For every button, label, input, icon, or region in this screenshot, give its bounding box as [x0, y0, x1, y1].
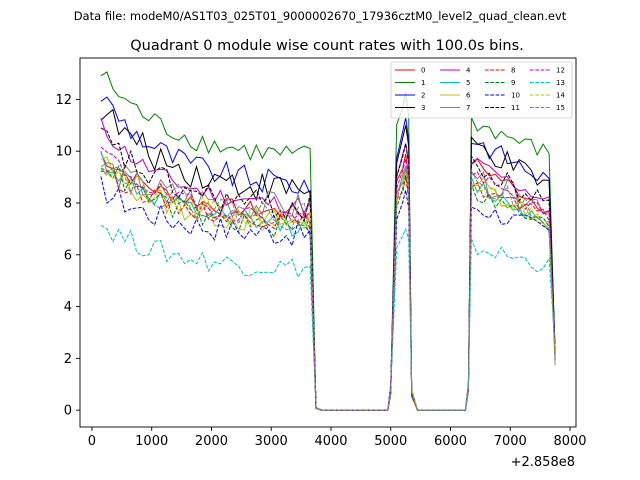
legend-entry-9: 9: [485, 79, 515, 87]
legend-label: 0: [421, 67, 425, 75]
legend-entry-5: 5: [440, 79, 470, 87]
legend-label: 8: [511, 67, 515, 75]
y-tick-label: 8: [64, 197, 72, 212]
plot-area: 0 1000 2000 3000 4000 5000 6000 7000 80000246810…: [55, 57, 587, 449]
legend-entry-2: 2: [395, 92, 425, 100]
series-line-8: [100, 166, 556, 411]
legend-label: 15: [556, 104, 565, 112]
x-tick-label: 1000: [135, 434, 168, 449]
series-line-2: [100, 96, 556, 411]
y-tick-label: 4: [64, 300, 72, 315]
legend-entry-7: 7: [440, 104, 470, 112]
y-tick-label: 0: [64, 404, 72, 419]
series-line-3: [100, 108, 556, 411]
legend-entry-6: 6: [440, 92, 471, 100]
y-tick-label: 2: [64, 352, 72, 367]
series-line-1: [100, 71, 556, 411]
x-tick-label: 8000: [553, 434, 586, 449]
axes-frame: [79, 57, 577, 428]
series-line-15: [100, 165, 556, 411]
series-line-11: [100, 127, 556, 411]
legend-label: 9: [511, 79, 515, 87]
legend-label: 1: [421, 79, 425, 87]
x-tick-label: 7000: [494, 434, 527, 449]
legend-box: [390, 61, 573, 119]
series-lines: [100, 71, 556, 411]
series-line-14: [100, 167, 556, 411]
y-tick-label: 10: [55, 145, 72, 160]
legend-entry-8: 8: [485, 67, 515, 75]
legend-label: 7: [466, 104, 470, 112]
x-tick-label: 2000: [195, 434, 228, 449]
series-line-12: [100, 146, 556, 411]
series-line-10: [100, 176, 556, 411]
legend-label: 10: [511, 92, 520, 100]
legend-label: 3: [421, 104, 425, 112]
x-tick-label: 3000: [255, 434, 288, 449]
chart-suptitle: Data file: modeM0/AS1T03_025T01_90000026…: [74, 9, 567, 23]
legend-entry-10: 10: [485, 92, 520, 100]
legend-label: 5: [466, 79, 470, 87]
legend-entry-14: 14: [530, 92, 565, 100]
x-tick-label: 4000: [314, 434, 347, 449]
legend-label: 14: [556, 92, 565, 100]
legend-label: 12: [556, 67, 565, 75]
x-tick-label: 6000: [434, 434, 467, 449]
x-tick-label: 0: [88, 434, 96, 449]
legend-entry-3: 3: [395, 104, 425, 112]
legend-entry-0: 0: [395, 67, 425, 75]
x-axis-offset-text: +2.858e8: [511, 455, 575, 470]
legend-entry-4: 4: [440, 67, 471, 75]
legend-entry-11: 11: [485, 104, 520, 112]
legend-label: 2: [421, 92, 425, 100]
y-tick-label: 12: [55, 93, 72, 108]
series-line-7: [100, 162, 556, 411]
y-tick-label: 6: [64, 248, 72, 263]
legend-entry-12: 12: [530, 67, 565, 75]
legend-entry-15: 15: [530, 104, 565, 112]
legend-label: 6: [466, 92, 471, 100]
legend-label: 13: [556, 79, 565, 87]
series-line-4: [100, 117, 556, 411]
x-tick-label: 5000: [374, 434, 407, 449]
legend-entry-13: 13: [530, 79, 565, 87]
legend-entry-1: 1: [395, 79, 425, 87]
chart-title: Quadrant 0 module wise count rates with …: [130, 38, 524, 54]
legend-label: 4: [466, 67, 471, 75]
series-line-13: [100, 224, 556, 411]
legend-label: 11: [511, 104, 520, 112]
